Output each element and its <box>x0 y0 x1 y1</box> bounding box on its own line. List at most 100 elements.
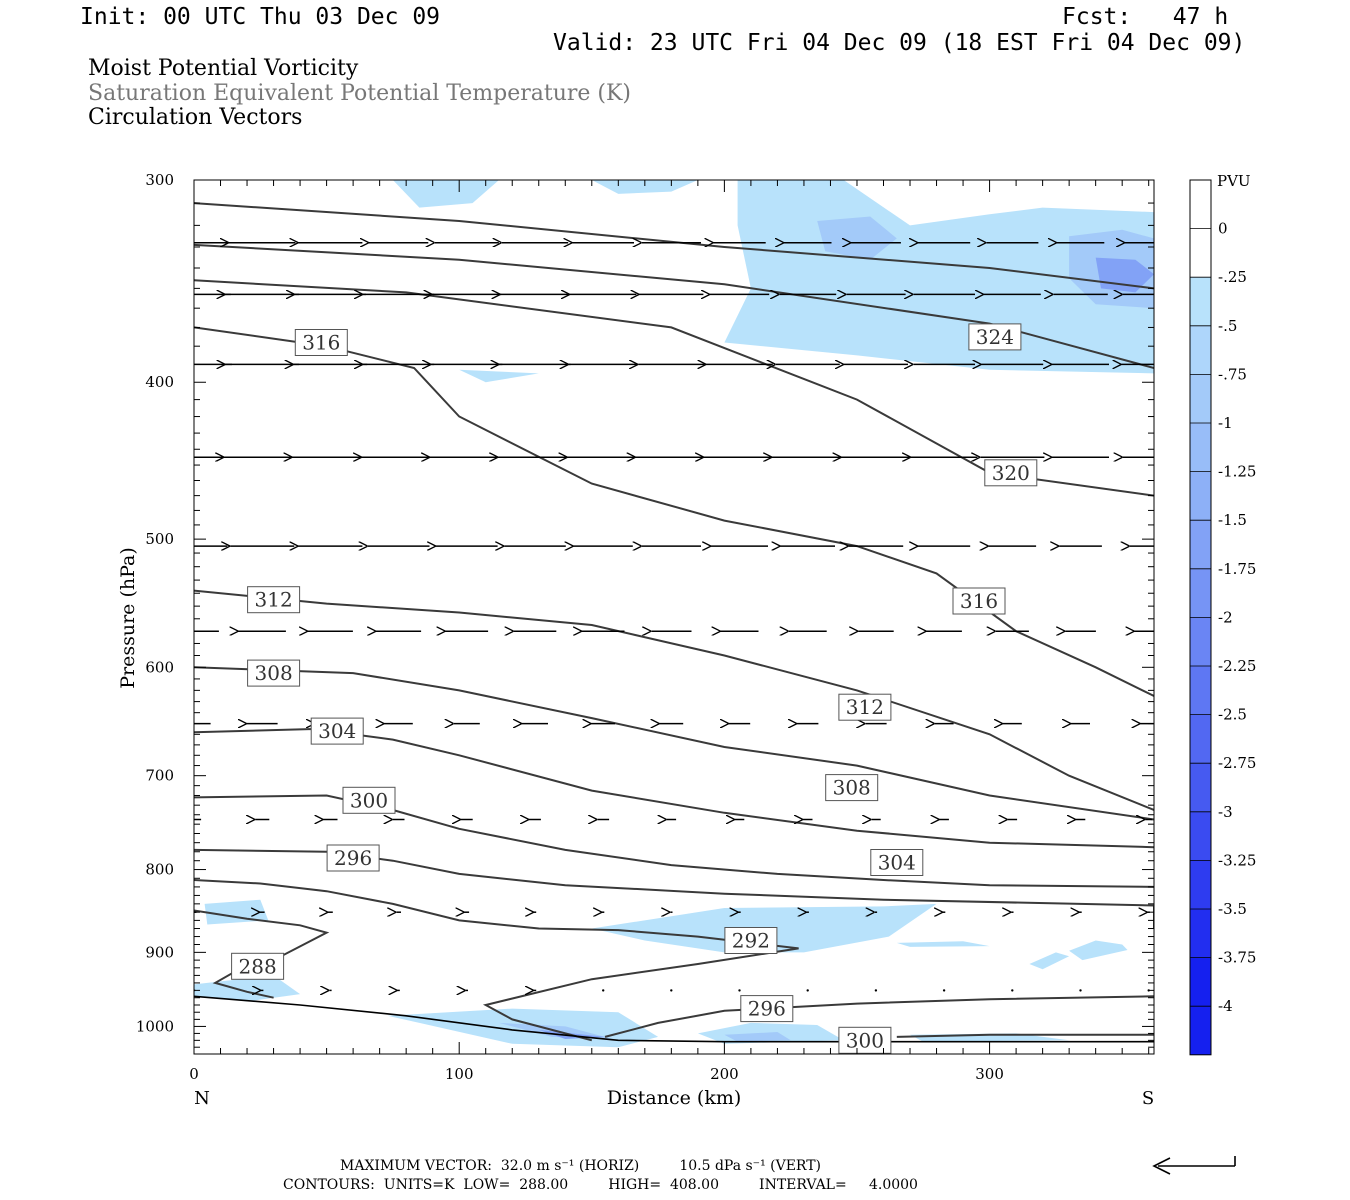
colorbar-tick-label: -3.5 <box>1218 900 1247 918</box>
contour-label: 312 <box>838 693 892 721</box>
colorbar-tick-label: -3.75 <box>1218 949 1256 967</box>
y-tick-label: 400 <box>145 373 174 391</box>
contour-label-text: 304 <box>878 851 916 875</box>
colorbar-tick-label: -.75 <box>1218 365 1247 383</box>
mpv-region <box>204 899 269 925</box>
colorbar-tick-label: -4 <box>1218 997 1233 1015</box>
mpv-region <box>1069 940 1128 961</box>
contour-label-text: 300 <box>846 1028 884 1052</box>
contour-labels: 316 324 320 316 312 308 312 304 308 300 296 304 292 2… <box>231 323 1038 1054</box>
contour-label: 308 <box>825 774 879 802</box>
contour-label-text: 308 <box>833 776 871 800</box>
contour-label-text: 300 <box>350 788 388 812</box>
contour-label-text: 320 <box>992 461 1030 485</box>
contour-label-text: 296 <box>334 846 372 870</box>
mpv-shading <box>194 180 1154 1048</box>
colorbar-tick-label: 0 <box>1218 220 1228 238</box>
max-vector-note: MAXIMUM VECTOR: 32.0 m s⁻¹ (HORIZ) 10.5 … <box>340 1158 822 1174</box>
contour-label-box <box>342 786 396 814</box>
y-tick-label: 800 <box>145 861 174 879</box>
theta-es-contour-308 <box>194 666 1154 821</box>
surface-line <box>194 995 1154 1043</box>
vector-dot <box>874 989 878 992</box>
contour-label-text: 312 <box>255 588 293 612</box>
colorbar-swatch <box>1190 374 1211 423</box>
theta-es-contour-312 <box>194 589 1154 811</box>
contour-label-box <box>231 952 285 980</box>
contour-label-text: 304 <box>318 719 356 743</box>
colorbar-swatch <box>1190 423 1211 472</box>
x-axis-label: Distance (km) <box>607 1087 742 1109</box>
init-time: Init: 00 UTC Thu 03 Dec 09 <box>80 4 441 30</box>
contour-label: 292 <box>724 927 778 954</box>
colorbar-swatch <box>1190 957 1211 1007</box>
colorbar-tick-label: -1.75 <box>1218 560 1256 578</box>
colorbar: 0 -.25 -.5 -.75 -1 -1.25 -1.5 -1.75 -2 -2.25 -2.5 -… <box>1189 179 1256 1056</box>
contours-note: CONTOURS: UNITS=K LOW= 288.00 HIGH= 408.… <box>283 1177 918 1193</box>
vector-dot <box>942 989 946 992</box>
colorbar-swatch <box>1190 811 1211 861</box>
y-tick-label: 1000 <box>136 1017 174 1035</box>
colorbar-swatch <box>1190 763 1211 812</box>
y-tick-label: 600 <box>145 658 174 676</box>
contour-label-box <box>310 717 364 745</box>
colorbar-tick-label: -3.25 <box>1218 851 1256 869</box>
colorbar-tick-label: -.25 <box>1218 268 1247 286</box>
mpv-region <box>724 1032 791 1042</box>
colorbar-swatch <box>1190 568 1211 618</box>
theta-es-contour-324 <box>194 243 1154 369</box>
theta-es-contour-292 <box>194 879 799 1042</box>
contour-label-box <box>984 459 1038 487</box>
mpv-region <box>459 369 539 383</box>
contour-label-box <box>968 323 1022 351</box>
x-tick-label: 200 <box>710 1065 739 1083</box>
colorbar-swatch <box>1190 860 1211 909</box>
colorbar-swatch <box>1190 909 1211 958</box>
contour-label-box <box>247 586 301 614</box>
y-axis-label: Pressure (hPa) <box>117 547 139 689</box>
colorbar-tick-label: -2 <box>1218 608 1233 626</box>
theta-es-contour-328 <box>194 202 1154 290</box>
contour-label-box <box>870 849 924 876</box>
colorbar-swatch <box>1190 471 1211 521</box>
vector-dot <box>1079 989 1082 992</box>
contour-label-text: 316 <box>960 589 998 613</box>
contour-label: 300 <box>342 786 396 814</box>
theta-es-contour-316 <box>194 326 1154 697</box>
contour-label-text: 316 <box>302 331 340 355</box>
contour-label: 308 <box>247 659 301 687</box>
colorbar-tick-label: -1.5 <box>1218 511 1247 529</box>
contour-label-box <box>294 329 348 356</box>
x-tick-label: 100 <box>445 1065 474 1083</box>
colorbar-swatch <box>1190 325 1211 375</box>
vector-dot <box>806 989 809 992</box>
title-theta-es: Saturation Equivalent Potential Temperat… <box>88 81 631 106</box>
reference-vector <box>1152 1156 1236 1175</box>
vector-dot <box>1011 989 1014 992</box>
contour-label-box <box>247 659 301 687</box>
contour-label-text: 308 <box>255 661 293 685</box>
contour-label: 312 <box>247 586 301 614</box>
colorbar-tick-label: -.5 <box>1218 317 1237 335</box>
y-tick-label: 300 <box>145 171 174 189</box>
theta-es-contour-300 <box>896 1033 1154 1038</box>
contour-label-box <box>326 844 380 872</box>
contour-label-box <box>952 587 1006 615</box>
contour-label: 300 <box>838 1026 892 1054</box>
forecast-hour: Fcst: 47 h <box>1062 4 1229 30</box>
title-mpv: Moist Potential Vorticity <box>88 56 359 81</box>
colorbar-swatch <box>1190 617 1211 666</box>
colorbar-swatch <box>1190 520 1211 569</box>
mpv-region <box>896 941 990 947</box>
contour-label: 304 <box>310 717 364 745</box>
mpv-region <box>1029 952 1070 970</box>
vector-dot <box>602 989 605 992</box>
axes: 300 400 500 600 700 800 900 1000 0 100 200 300 <box>136 171 1154 1083</box>
contour-label-text: 292 <box>732 929 770 953</box>
colorbar-swatch <box>1190 228 1211 278</box>
mpv-region <box>817 216 897 260</box>
contour-label: 320 <box>984 459 1038 487</box>
colorbar-unit: PVU <box>1217 172 1251 190</box>
contour-label-box <box>838 1026 892 1054</box>
contour-label-box <box>740 995 794 1023</box>
